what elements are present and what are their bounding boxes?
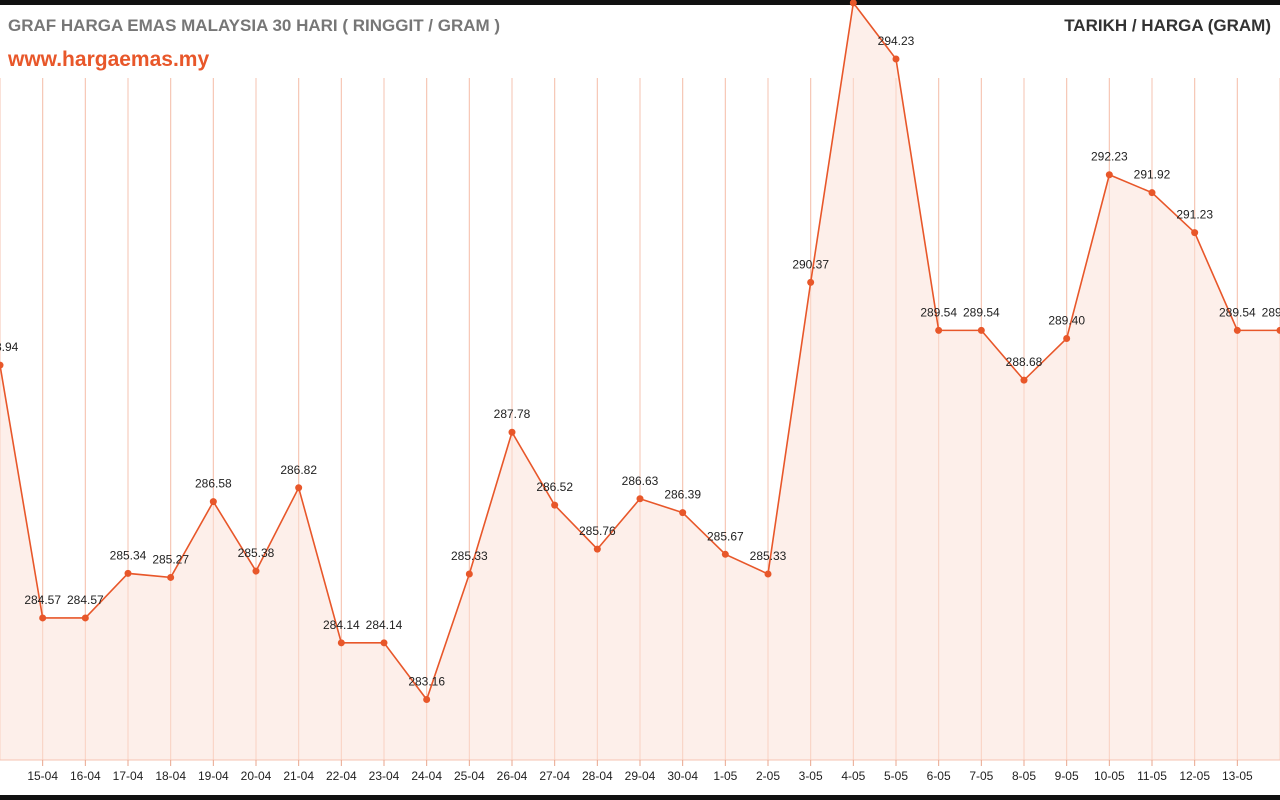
point <box>1105 171 1113 179</box>
x-tick-label: 19-04 <box>198 769 229 783</box>
x-tick-label: 16-04 <box>70 769 101 783</box>
x-tick-label: 21-04 <box>283 769 314 783</box>
data-label: 285.33 <box>750 549 787 563</box>
data-label: 283.16 <box>408 675 445 689</box>
x-tick-label: 29-04 <box>625 769 656 783</box>
data-label: 289.54 <box>1219 305 1256 319</box>
x-tick-label: 24-04 <box>411 769 442 783</box>
data-label: 286.52 <box>536 480 573 494</box>
x-tick-label: 10-05 <box>1094 769 1125 783</box>
data-label: 285.27 <box>152 552 189 566</box>
point <box>209 498 217 506</box>
x-tick-label: 11-05 <box>1137 769 1167 783</box>
data-label: 291.23 <box>1176 208 1213 222</box>
x-tick-label: 13-05 <box>1222 769 1253 783</box>
x-tick-label: 22-04 <box>326 769 357 783</box>
data-label: 286.58 <box>195 477 232 491</box>
data-label: 290.37 <box>792 257 829 271</box>
point <box>124 569 132 577</box>
data-label: 286.82 <box>280 463 317 477</box>
x-tick-label: 25-04 <box>454 769 485 783</box>
point <box>679 509 687 517</box>
x-tick-label: 26-04 <box>497 769 528 783</box>
point <box>892 55 900 63</box>
point <box>337 639 345 647</box>
point <box>1063 334 1071 342</box>
data-label: 289.54 <box>1262 305 1280 319</box>
data-label: 286.63 <box>622 474 659 488</box>
point <box>551 501 559 509</box>
point <box>252 567 260 575</box>
data-label: 288.68 <box>1006 355 1043 369</box>
data-label: 289.54 <box>963 305 1000 319</box>
data-label: 284.57 <box>24 593 61 607</box>
point <box>295 484 303 492</box>
point <box>721 550 729 558</box>
data-label: 285.76 <box>579 524 616 538</box>
point <box>39 614 47 622</box>
data-label: 289.40 <box>1048 313 1085 327</box>
top-bar <box>0 0 1280 5</box>
point <box>636 495 644 503</box>
x-tick-label: 4-05 <box>841 769 865 783</box>
point <box>508 428 516 436</box>
x-tick-label: 18-04 <box>155 769 186 783</box>
data-label: 285.38 <box>238 546 275 560</box>
data-label: 294.23 <box>878 34 915 48</box>
point <box>465 570 473 578</box>
x-tick-label: 12-05 <box>1179 769 1210 783</box>
point <box>935 326 943 334</box>
x-tick-label: 20-04 <box>241 769 272 783</box>
x-tick-label: 2-05 <box>756 769 780 783</box>
plot-area: 288.94 284.57 284.57 285.34 285.27 286.58 285.… <box>0 0 1280 783</box>
x-tick-label: 5-05 <box>884 769 908 783</box>
x-tick-label: 28-04 <box>582 769 613 783</box>
x-tick-label: 27-04 <box>539 769 570 783</box>
data-label: 284.14 <box>323 618 360 632</box>
data-label: 287.78 <box>494 407 531 421</box>
point <box>593 545 601 553</box>
point <box>1191 229 1199 237</box>
point <box>764 570 772 578</box>
data-label: 289.54 <box>920 305 957 319</box>
data-label: 285.33 <box>451 549 488 563</box>
x-tick-label: 8-05 <box>1012 769 1036 783</box>
x-tick-label: 30-04 <box>667 769 698 783</box>
x-tick-label: 15-04 <box>27 769 58 783</box>
x-tick-label: 23-04 <box>369 769 400 783</box>
x-tick-label: 1-05 <box>713 769 737 783</box>
point <box>1233 326 1241 334</box>
data-label: 284.57 <box>67 593 104 607</box>
bottom-bar <box>0 795 1280 800</box>
point <box>1276 326 1280 334</box>
data-label: 284.14 <box>366 618 403 632</box>
x-tick-label: 7-05 <box>969 769 993 783</box>
data-label: 286.39 <box>664 488 701 502</box>
data-label: 288.94 <box>0 340 19 354</box>
data-label: 285.67 <box>707 529 744 543</box>
chart-title: GRAF HARGA EMAS MALAYSIA 30 HARI ( RINGG… <box>8 16 500 35</box>
point <box>380 639 388 647</box>
annotation: TARIKH / HARGA (GRAM) <box>1064 16 1271 35</box>
point <box>0 361 4 369</box>
data-label: 291.92 <box>1134 168 1171 182</box>
area <box>0 2 1280 761</box>
x-tick-label: 6-05 <box>927 769 951 783</box>
chart-subtitle: www.hargaemas.my <box>7 48 209 71</box>
point <box>167 573 175 581</box>
point <box>977 326 985 334</box>
point <box>1148 189 1156 197</box>
point <box>807 278 815 286</box>
point <box>423 696 431 704</box>
point <box>849 0 857 7</box>
x-tick-label: 3-05 <box>799 769 823 783</box>
data-label: 292.23 <box>1091 150 1128 164</box>
point <box>1020 376 1028 384</box>
point <box>81 614 89 622</box>
x-tick-label: 9-05 <box>1055 769 1079 783</box>
data-label: 285.34 <box>110 548 147 562</box>
x-tick-label: 17-04 <box>113 769 144 783</box>
